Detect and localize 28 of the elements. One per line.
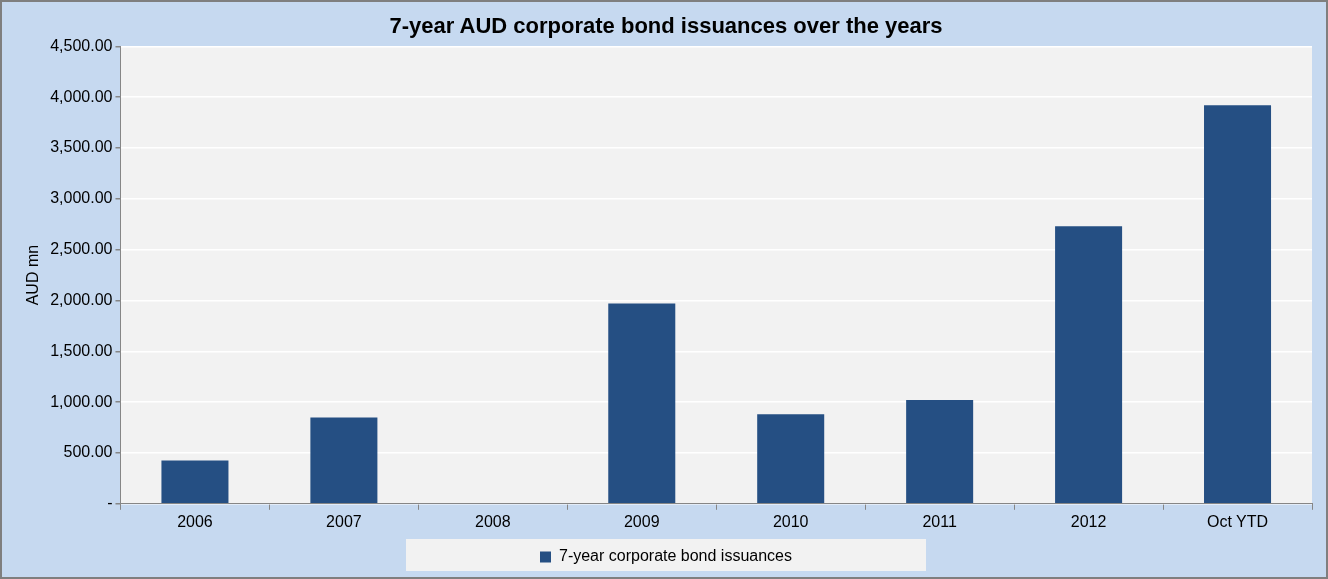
y-tick-label: 2,000.00 <box>50 290 113 308</box>
bar <box>161 460 229 504</box>
chart-title: 7-year AUD corporate bond issuances over the years <box>389 13 943 39</box>
x-tick-label: 2010 <box>772 512 809 530</box>
bar <box>608 303 676 504</box>
x-tick-label: 2009 <box>623 512 660 530</box>
y-tick-label: - <box>107 494 113 512</box>
y-tick-label: 4,000.00 <box>50 87 113 105</box>
y-tick-label: 4,500.00 <box>50 36 113 54</box>
x-tick-label: Oct YTD <box>1207 512 1269 530</box>
y-axis-title: AUD mn <box>24 244 42 306</box>
bar <box>906 400 974 504</box>
y-tick-label: 500.00 <box>63 443 113 461</box>
bar <box>310 417 378 504</box>
y-tick-label: 1,500.00 <box>50 341 113 359</box>
legend-label: 7-year corporate bond issuances <box>558 547 793 565</box>
bar <box>1204 105 1272 504</box>
y-tick-label: 1,000.00 <box>50 392 113 410</box>
y-tick-label: 3,500.00 <box>50 138 113 156</box>
y-tick-label: 2,500.00 <box>50 240 113 258</box>
x-tick-label: 2006 <box>177 512 213 530</box>
x-tick-label: 2012 <box>1070 512 1107 530</box>
x-tick-label: 2008 <box>475 512 511 530</box>
y-tick-label: 3,000.00 <box>50 189 113 207</box>
x-tick-label: 2011 <box>922 512 957 530</box>
bar <box>757 414 825 504</box>
x-tick-label: 2007 <box>326 512 362 530</box>
bar <box>1055 226 1123 504</box>
